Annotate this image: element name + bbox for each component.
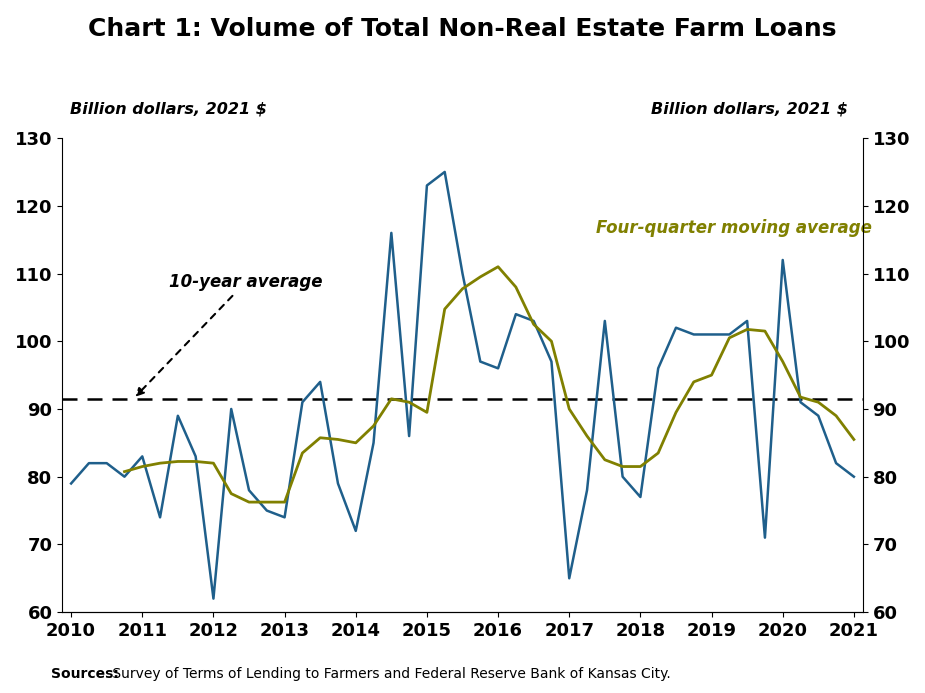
Text: Survey of Terms of Lending to Farmers and Federal Reserve Bank of Kansas City.: Survey of Terms of Lending to Farmers an…: [108, 667, 671, 681]
Text: Sources:: Sources:: [51, 667, 118, 681]
Text: Billion dollars, 2021 $: Billion dollars, 2021 $: [70, 102, 267, 116]
Text: Billion dollars, 2021 $: Billion dollars, 2021 $: [650, 102, 847, 116]
Text: Chart 1: Volume of Total Non-Real Estate Farm Loans: Chart 1: Volume of Total Non-Real Estate…: [88, 17, 837, 42]
Text: 10-year average: 10-year average: [137, 273, 323, 395]
Text: Four-quarter moving average: Four-quarter moving average: [596, 219, 871, 237]
